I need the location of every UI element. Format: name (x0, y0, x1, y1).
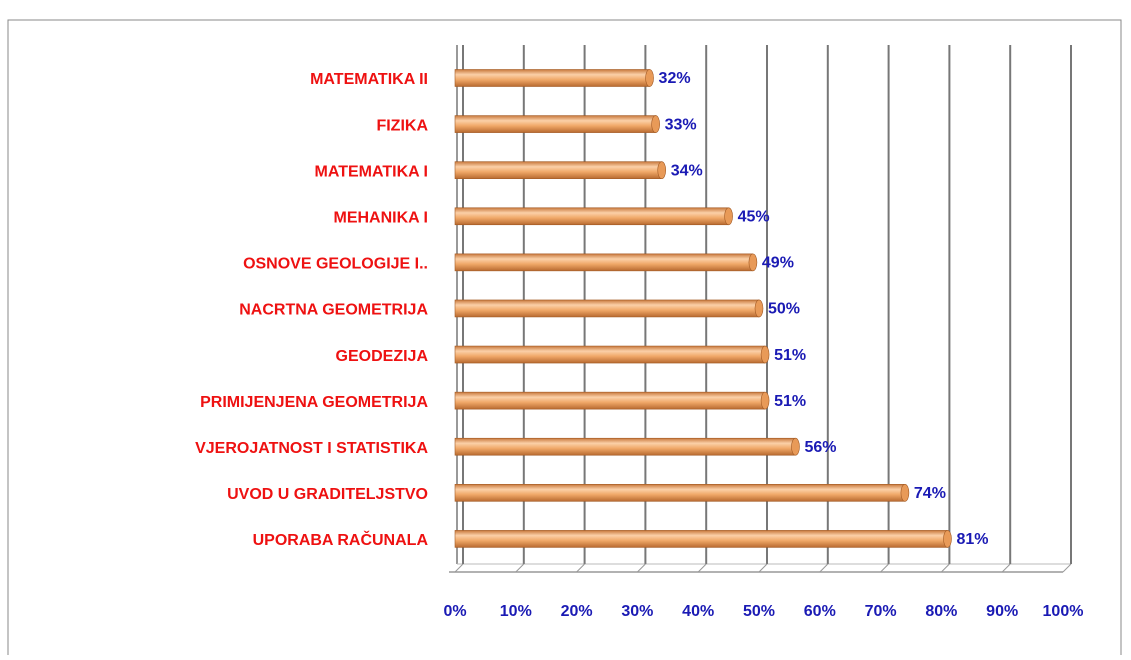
grid-line-floor (880, 563, 889, 573)
grid-line-floor (758, 563, 768, 573)
x-tick-label: 20% (561, 603, 593, 620)
grid-line-floor (819, 563, 829, 573)
x-tick-label: 50% (743, 603, 775, 620)
category-label: MATEMATIKA I (315, 163, 428, 180)
grid-line-floor (941, 563, 950, 573)
bar (454, 69, 650, 87)
data-label: 49% (762, 255, 794, 272)
category-label: OSNOVE GEOLOGIJE I.. (243, 256, 428, 273)
x-tick-label: 70% (865, 603, 897, 620)
grid-line-floor (697, 563, 707, 573)
x-tick-label: 100% (1043, 603, 1084, 620)
data-label: 45% (738, 208, 770, 225)
data-label: 33% (665, 116, 697, 133)
x-tick-label: 30% (621, 603, 653, 620)
bar (454, 391, 766, 410)
grid-line-floor (454, 563, 464, 573)
bar-cap (657, 161, 667, 179)
bar (454, 345, 766, 364)
bar (454, 437, 796, 456)
category-label: MATEMATIKA II (310, 71, 428, 88)
grid-line-floor (1062, 563, 1072, 573)
x-tick-label: 10% (500, 603, 532, 620)
data-label: 81% (956, 531, 988, 548)
category-label: UVOD U GRADITELJSTVO (227, 486, 428, 503)
bar-cap (754, 299, 764, 318)
data-label: 34% (671, 162, 703, 179)
bar (454, 299, 760, 318)
x-tick-label: 60% (804, 603, 836, 620)
bar-cap (748, 253, 758, 272)
data-label: 50% (768, 301, 800, 318)
x-tick-label: 0% (443, 603, 466, 620)
bar (454, 115, 656, 133)
data-label: 32% (659, 70, 691, 87)
category-label: MEHANIKA I (333, 209, 428, 226)
category-label: PRIMIJENJENA GEOMETRIJA (200, 394, 428, 411)
grid-line-floor (576, 563, 585, 573)
data-label: 74% (914, 485, 946, 502)
bar-cap (651, 115, 660, 133)
data-label: 51% (774, 393, 806, 410)
bar (454, 253, 754, 272)
x-tick-label: 40% (682, 603, 714, 620)
data-label: 51% (774, 347, 806, 364)
x-tick-label: 90% (986, 603, 1018, 620)
chart-border (7, 19, 1122, 660)
bar-cap (760, 391, 770, 410)
bar-cap (943, 530, 952, 548)
bar (454, 484, 906, 502)
data-label: 56% (804, 439, 836, 456)
category-label: VJEROJATNOST I STATISTIKA (195, 440, 428, 457)
category-label: NACRTNA GEOMETRIJA (239, 302, 428, 319)
bar-cap (645, 69, 654, 87)
category-label: GEODEZIJA (336, 348, 429, 365)
bar (454, 161, 663, 179)
x-tick-label: 80% (925, 603, 957, 620)
bar (454, 530, 948, 548)
bar-cap (900, 484, 910, 502)
bar-cap (791, 437, 800, 456)
grid-line-floor (637, 563, 646, 573)
category-label: UPORABA RAČUNALA (253, 530, 429, 549)
category-label: FIZIKA (376, 117, 428, 134)
grid-line-floor (515, 563, 525, 573)
bar-cap (724, 207, 733, 226)
bar-cap (760, 345, 770, 364)
grid-line-floor (1001, 563, 1011, 573)
bar (454, 207, 729, 226)
